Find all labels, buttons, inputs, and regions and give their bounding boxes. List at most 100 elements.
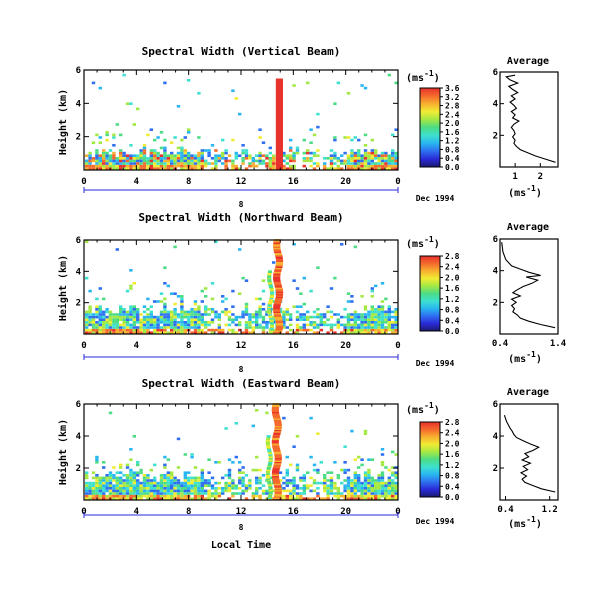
panel-title: Spectral Width (Eastward Beam) — [142, 377, 341, 390]
heatmap-cell — [377, 331, 381, 334]
y-axis-label: Height (km) — [57, 255, 69, 321]
heatmap-cell — [302, 492, 306, 495]
heatmap-cell — [374, 315, 378, 319]
heatmap-cell — [329, 154, 334, 157]
heatmap-cell — [163, 487, 167, 490]
heatmap-cell — [363, 315, 368, 319]
heatmap-cell — [346, 487, 351, 490]
heatmap-cell — [88, 487, 92, 490]
heatmap-cell — [214, 497, 218, 500]
heatmap-cell — [132, 123, 136, 126]
spike-cell — [275, 98, 283, 102]
average-x-tick-label: 0.4 — [497, 505, 514, 515]
heatmap-cell — [85, 471, 89, 474]
heatmap-cell — [95, 133, 99, 137]
heatmap-cell — [258, 154, 262, 157]
heatmap-cell — [190, 154, 194, 157]
spike-fringe-cell — [266, 467, 271, 470]
heatmap-cell — [91, 492, 96, 495]
heatmap-cell — [326, 310, 330, 314]
heatmap-cell — [139, 497, 143, 500]
heatmap-cell — [115, 492, 119, 495]
heatmap-cell — [210, 308, 215, 311]
heatmap-cell — [350, 479, 354, 482]
heatmap-cell — [122, 328, 126, 332]
heatmap-cell — [193, 487, 198, 490]
heatmap-cell — [122, 315, 126, 319]
heatmap-cell — [146, 326, 150, 329]
heatmap-cell — [244, 157, 249, 160]
heatmap-cell — [183, 497, 187, 500]
heatmap-cell — [363, 154, 368, 157]
heatmap-cell — [363, 162, 368, 165]
heatmap-cell — [224, 151, 228, 155]
heatmap-cell — [119, 489, 123, 493]
heatmap-cell — [146, 297, 150, 301]
heatmap-cell — [163, 497, 167, 500]
heatmap-cell — [306, 151, 310, 155]
heatmap-cell — [316, 487, 320, 490]
spike-cell — [275, 110, 283, 114]
heatmap-cell — [326, 492, 330, 495]
heatmap-cell — [387, 164, 391, 168]
heatmap-cell — [295, 149, 300, 152]
heatmap-cell — [166, 323, 170, 327]
heatmap-cell — [357, 484, 361, 487]
heatmap-cell — [394, 481, 398, 485]
heatmap-cell — [142, 479, 147, 482]
heatmap-cell — [102, 310, 106, 314]
average-y-tick-label: 6 — [493, 400, 498, 410]
heatmap-cell — [115, 481, 119, 485]
heatmap-cell — [292, 492, 296, 495]
heatmap-cell — [159, 474, 164, 477]
heatmap-cell — [112, 479, 116, 482]
heatmap-cell — [200, 300, 204, 303]
heatmap-cell — [91, 318, 96, 321]
heatmap-cell — [193, 162, 198, 165]
heatmap-cell — [153, 321, 157, 324]
heatmap-cell — [394, 494, 398, 498]
heatmap-cell — [88, 164, 92, 168]
heatmap-cell — [132, 162, 136, 165]
heatmap-cell — [272, 154, 276, 157]
heatmap-cell — [255, 297, 259, 301]
heatmap-cell — [207, 154, 211, 157]
heatmap-cell — [149, 154, 153, 157]
heatmap-cell — [363, 479, 368, 482]
spike-cell — [275, 142, 283, 146]
heatmap-cell — [204, 162, 208, 165]
heatmap-cell — [316, 326, 320, 329]
heatmap-cell — [302, 474, 306, 477]
heatmap-cell — [346, 323, 351, 327]
heatmap-cell — [299, 476, 303, 480]
heatmap-cell — [224, 313, 228, 316]
heatmap-cell — [170, 489, 174, 493]
heatmap-cell — [132, 474, 136, 477]
heatmap-cell — [132, 492, 136, 495]
heatmap-cell — [380, 481, 385, 485]
heatmap-cell — [360, 157, 364, 160]
heatmap-cell — [132, 494, 136, 498]
heatmap-cell — [153, 138, 157, 142]
heatmap-cell — [326, 484, 330, 487]
heatmap-cell — [210, 494, 215, 498]
heatmap-cell — [289, 167, 293, 170]
heatmap-cell — [248, 331, 252, 334]
heatmap-cell — [193, 318, 198, 321]
heatmap-cell — [214, 240, 218, 243]
heatmap-cell — [105, 326, 109, 329]
heatmap-cell — [149, 487, 153, 490]
heatmap-cell — [193, 489, 198, 493]
heatmap-cell — [125, 315, 130, 319]
heatmap-cell — [323, 164, 327, 168]
heatmap-cell — [173, 308, 177, 311]
heatmap-cell — [183, 494, 187, 498]
heatmap-cell — [244, 489, 249, 493]
heatmap-cell — [380, 321, 385, 324]
heatmap-cell — [170, 315, 174, 319]
heatmap-cell — [309, 141, 313, 144]
heatmap-cell — [357, 479, 361, 482]
heatmap-cell — [200, 321, 204, 324]
heatmap-cell — [159, 494, 164, 498]
heatmap-cell — [329, 159, 334, 163]
